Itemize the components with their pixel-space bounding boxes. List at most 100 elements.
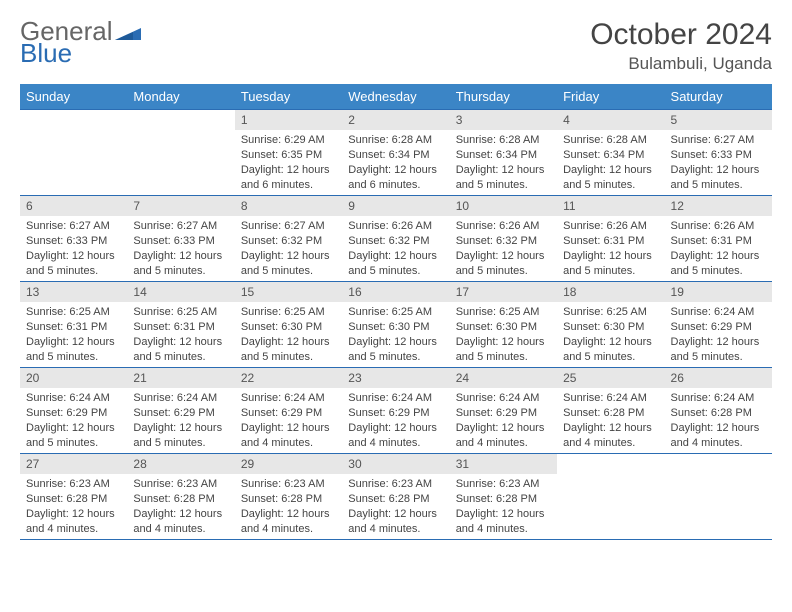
day-number: 10: [450, 196, 557, 216]
sunset-text: Sunset: 6:29 PM: [241, 406, 336, 421]
daylight-text: Daylight: 12 hours and 5 minutes.: [348, 335, 443, 365]
weekday-header: Monday: [127, 84, 234, 110]
day-number: 30: [342, 454, 449, 474]
sunset-text: Sunset: 6:30 PM: [563, 320, 658, 335]
day-number: 1: [235, 110, 342, 130]
sunset-text: Sunset: 6:30 PM: [348, 320, 443, 335]
logo: General Blue: [20, 18, 141, 66]
calendar-cell: 1 Sunrise: 6:29 AMSunset: 6:35 PMDaylight…: [235, 110, 342, 196]
daylight-text: Daylight: 12 hours and 5 minutes.: [241, 249, 336, 279]
day-info: Sunrise: 6:25 AMSunset: 6:31 PMDaylight:…: [20, 302, 127, 366]
daylight-text: Daylight: 12 hours and 5 minutes.: [671, 335, 766, 365]
day-info: Sunrise: 6:25 AMSunset: 6:30 PMDaylight:…: [342, 302, 449, 366]
calendar-cell: 22Sunrise: 6:24 AMSunset: 6:29 PMDayligh…: [235, 368, 342, 454]
daylight-text: Daylight: 12 hours and 5 minutes.: [26, 249, 121, 279]
calendar-cell: 5Sunrise: 6:27 AMSunset: 6:33 PMDaylight…: [665, 110, 772, 196]
sunset-text: Sunset: 6:34 PM: [348, 148, 443, 163]
day-number: 12: [665, 196, 772, 216]
day-info: Sunrise: 6:25 AMSunset: 6:30 PMDaylight:…: [235, 302, 342, 366]
daylight-text: Daylight: 12 hours and 6 minutes.: [241, 163, 336, 193]
sunset-text: Sunset: 6:29 PM: [26, 406, 121, 421]
sunset-text: Sunset: 6:28 PM: [348, 492, 443, 507]
day-number: 21: [127, 368, 234, 388]
day-info: Sunrise: 6:25 AMSunset: 6:30 PMDaylight:…: [557, 302, 664, 366]
calendar-cell: 28Sunrise: 6:23 AMSunset: 6:28 PMDayligh…: [127, 454, 234, 540]
calendar-cell: 21Sunrise: 6:24 AMSunset: 6:29 PMDayligh…: [127, 368, 234, 454]
location: Bulambuli, Uganda: [590, 54, 772, 74]
sunrise-text: Sunrise: 6:25 AM: [348, 305, 443, 320]
daylight-text: Daylight: 12 hours and 5 minutes.: [671, 249, 766, 279]
day-number: 6: [20, 196, 127, 216]
sunset-text: Sunset: 6:28 PM: [241, 492, 336, 507]
sunrise-text: Sunrise: 6:28 AM: [563, 133, 658, 148]
calendar-cell: 19Sunrise: 6:24 AMSunset: 6:29 PMDayligh…: [665, 282, 772, 368]
sunrise-text: Sunrise: 6:26 AM: [563, 219, 658, 234]
calendar-cell: 24Sunrise: 6:24 AMSunset: 6:29 PMDayligh…: [450, 368, 557, 454]
sunrise-text: Sunrise: 6:29 AM: [241, 133, 336, 148]
calendar-cell: 8Sunrise: 6:27 AMSunset: 6:32 PMDaylight…: [235, 196, 342, 282]
calendar-cell: [127, 110, 234, 196]
day-number: 8: [235, 196, 342, 216]
sunrise-text: Sunrise: 6:28 AM: [456, 133, 551, 148]
sunrise-text: Sunrise: 6:24 AM: [456, 391, 551, 406]
logo-text-part2: Blue: [20, 40, 72, 66]
day-number: 4: [557, 110, 664, 130]
day-number: 31: [450, 454, 557, 474]
weekday-header: Friday: [557, 84, 664, 110]
day-info: Sunrise: 6:24 AMSunset: 6:29 PMDaylight:…: [342, 388, 449, 452]
day-number: 11: [557, 196, 664, 216]
calendar-cell: 17Sunrise: 6:25 AMSunset: 6:30 PMDayligh…: [450, 282, 557, 368]
calendar-cell: 11Sunrise: 6:26 AMSunset: 6:31 PMDayligh…: [557, 196, 664, 282]
sunset-text: Sunset: 6:32 PM: [348, 234, 443, 249]
daylight-text: Daylight: 12 hours and 5 minutes.: [563, 163, 658, 193]
calendar-page: General Blue October 2024 Bulambuli, Uga…: [0, 0, 792, 550]
day-number: 17: [450, 282, 557, 302]
calendar-cell: 10Sunrise: 6:26 AMSunset: 6:32 PMDayligh…: [450, 196, 557, 282]
daylight-text: Daylight: 12 hours and 4 minutes.: [133, 507, 228, 537]
sunrise-text: Sunrise: 6:24 AM: [671, 305, 766, 320]
calendar-cell: 3Sunrise: 6:28 AMSunset: 6:34 PMDaylight…: [450, 110, 557, 196]
sunrise-text: Sunrise: 6:26 AM: [348, 219, 443, 234]
sunrise-text: Sunrise: 6:25 AM: [133, 305, 228, 320]
day-number: 25: [557, 368, 664, 388]
sunset-text: Sunset: 6:33 PM: [671, 148, 766, 163]
sunset-text: Sunset: 6:29 PM: [456, 406, 551, 421]
daylight-text: Daylight: 12 hours and 5 minutes.: [563, 335, 658, 365]
daylight-text: Daylight: 12 hours and 4 minutes.: [348, 507, 443, 537]
weekday-header: Thursday: [450, 84, 557, 110]
calendar-cell: 27Sunrise: 6:23 AMSunset: 6:28 PMDayligh…: [20, 454, 127, 540]
day-info: Sunrise: 6:23 AMSunset: 6:28 PMDaylight:…: [20, 474, 127, 538]
day-info: Sunrise: 6:26 AMSunset: 6:31 PMDaylight:…: [665, 216, 772, 280]
day-number: 14: [127, 282, 234, 302]
day-number: 27: [20, 454, 127, 474]
daylight-text: Daylight: 12 hours and 5 minutes.: [26, 335, 121, 365]
day-number: 7: [127, 196, 234, 216]
day-info: Sunrise: 6:28 AMSunset: 6:34 PMDaylight:…: [557, 130, 664, 194]
calendar-cell: 4Sunrise: 6:28 AMSunset: 6:34 PMDaylight…: [557, 110, 664, 196]
daylight-text: Daylight: 12 hours and 6 minutes.: [348, 163, 443, 193]
sunset-text: Sunset: 6:29 PM: [133, 406, 228, 421]
logo-mark-icon: [115, 18, 141, 44]
calendar-cell: 2Sunrise: 6:28 AMSunset: 6:34 PMDaylight…: [342, 110, 449, 196]
sunrise-text: Sunrise: 6:23 AM: [26, 477, 121, 492]
calendar-row: 6Sunrise: 6:27 AMSunset: 6:33 PMDaylight…: [20, 196, 772, 282]
sunrise-text: Sunrise: 6:24 AM: [563, 391, 658, 406]
sunset-text: Sunset: 6:31 PM: [563, 234, 658, 249]
sunset-text: Sunset: 6:35 PM: [241, 148, 336, 163]
day-number: 9: [342, 196, 449, 216]
calendar-cell: 18Sunrise: 6:25 AMSunset: 6:30 PMDayligh…: [557, 282, 664, 368]
calendar-cell: 9Sunrise: 6:26 AMSunset: 6:32 PMDaylight…: [342, 196, 449, 282]
daylight-text: Daylight: 12 hours and 5 minutes.: [133, 335, 228, 365]
sunrise-text: Sunrise: 6:27 AM: [241, 219, 336, 234]
day-info: Sunrise: 6:24 AMSunset: 6:29 PMDaylight:…: [235, 388, 342, 452]
sunrise-text: Sunrise: 6:27 AM: [26, 219, 121, 234]
sunrise-text: Sunrise: 6:25 AM: [241, 305, 336, 320]
day-info: Sunrise: 6:23 AMSunset: 6:28 PMDaylight:…: [127, 474, 234, 538]
weekday-header: Sunday: [20, 84, 127, 110]
weekday-header: Wednesday: [342, 84, 449, 110]
calendar-table: Sunday Monday Tuesday Wednesday Thursday…: [20, 84, 772, 540]
day-info: Sunrise: 6:23 AMSunset: 6:28 PMDaylight:…: [342, 474, 449, 538]
sunrise-text: Sunrise: 6:24 AM: [671, 391, 766, 406]
day-info: Sunrise: 6:25 AMSunset: 6:31 PMDaylight:…: [127, 302, 234, 366]
sunrise-text: Sunrise: 6:26 AM: [456, 219, 551, 234]
